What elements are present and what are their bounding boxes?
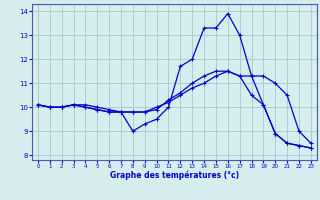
X-axis label: Graphe des températures (°c): Graphe des températures (°c) xyxy=(110,171,239,180)
